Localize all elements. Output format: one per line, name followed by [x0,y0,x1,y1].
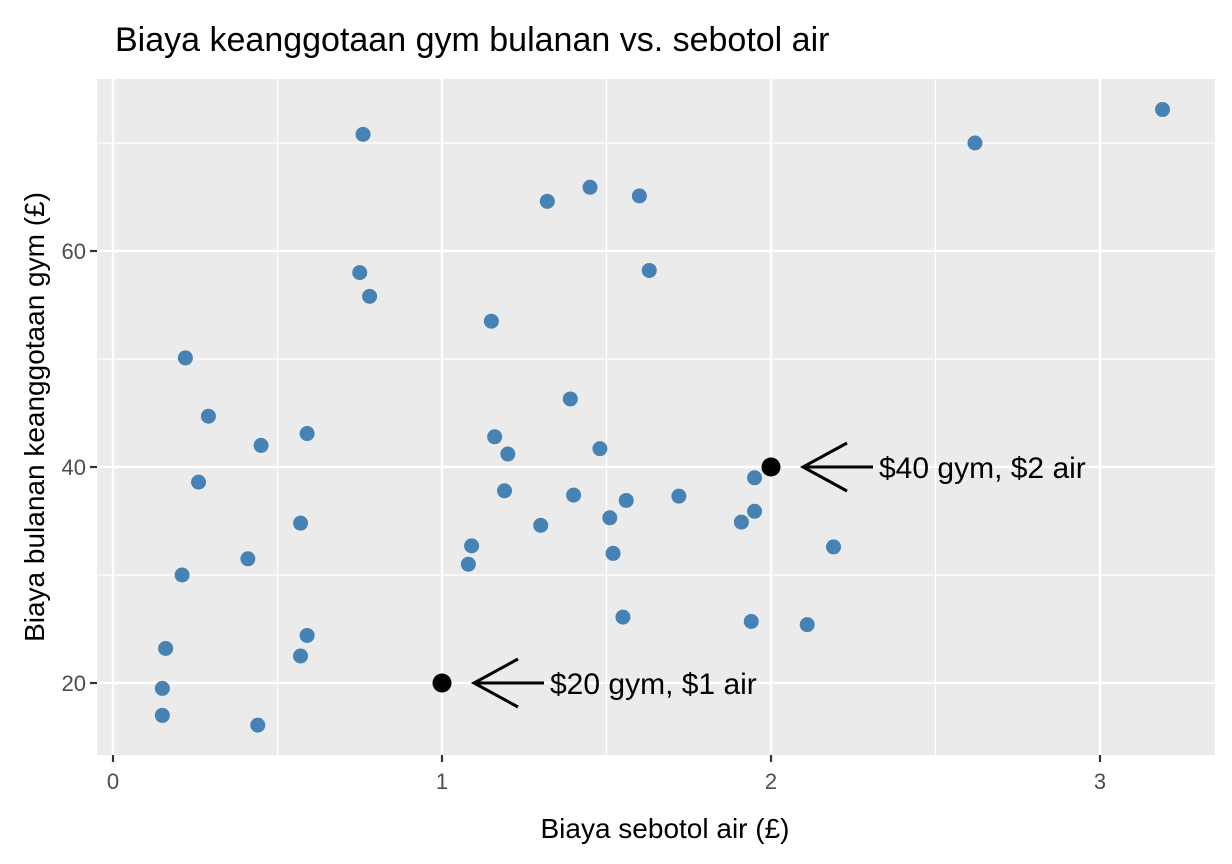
data-point [641,262,657,278]
data-point [747,470,763,486]
data-point [497,483,513,499]
data-point [967,135,983,151]
gridlines [97,79,1215,755]
data-point [362,288,378,304]
data-point [826,539,842,555]
data-point [355,126,371,142]
y-tick-label: 60 [62,239,86,264]
y-tick-label: 40 [62,455,86,480]
x-tick-label: 0 [107,769,119,794]
data-point [174,567,190,583]
data-point [464,538,480,554]
data-point [250,717,266,733]
x-tick-label: 2 [765,769,777,794]
data-point [240,551,256,567]
data-point [177,350,193,366]
annotation: $20 gym, $1 air [470,657,757,709]
data-point [483,313,499,329]
data-point [253,437,269,453]
data-point [592,441,608,457]
data-point [605,545,621,561]
x-tick-label: 1 [436,769,448,794]
arrow-left-icon [799,441,848,493]
data-point [671,488,687,504]
data-point [352,265,368,281]
data-point [582,179,598,195]
data-point [200,408,216,424]
data-point [747,503,763,519]
data-point [500,446,516,462]
data-point [615,609,631,625]
x-axis-ticks: 0 1 2 3 [107,755,1106,794]
data-point [158,640,174,656]
y-axis-ticks: 20 40 60 [62,239,97,696]
plot-panel [97,79,1215,755]
data-point [460,556,476,572]
data-point [743,613,759,629]
data-point [293,515,309,531]
data-point [154,680,170,696]
y-axis-label: Biaya bulanan keanggotaan gym (£) [19,192,50,642]
data-point [154,707,170,723]
annotation-label: $40 gym, $2 air [879,452,1086,485]
chart-title: Biaya keanggotaan gym bulanan vs. seboto… [115,21,829,59]
data-point [799,617,815,633]
data-point [631,188,647,204]
data-point [566,487,582,503]
data-points [154,102,1171,733]
data-point [487,429,503,445]
data-point [533,517,549,533]
data-point [562,391,578,407]
arrow-left-icon [470,657,519,709]
data-point [602,510,618,526]
data-point [293,648,309,664]
data-point [733,514,749,530]
y-tick-label: 20 [62,671,86,696]
data-point [618,492,634,508]
annotations: $20 gym, $1 air $40 gym, $2 air [470,441,1086,709]
x-axis-label: Biaya sebotol air (£) [540,813,789,844]
data-point [299,426,315,442]
data-point [1155,102,1171,118]
data-point [191,474,207,490]
data-point [539,193,555,209]
highlighted-point [432,673,452,693]
x-tick-label: 3 [1094,769,1106,794]
annotation-label: $20 gym, $1 air [550,668,757,701]
data-point [299,627,315,643]
annotation: $40 gym, $2 air [799,441,1086,493]
highlighted-point [761,457,781,477]
